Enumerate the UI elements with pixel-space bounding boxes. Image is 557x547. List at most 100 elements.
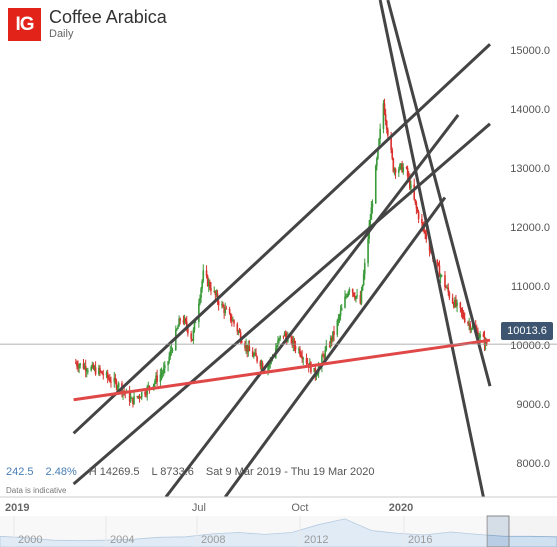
candle-up [198,303,200,323]
change-value: 242.5 [6,466,34,478]
candle-down [107,377,110,379]
candle-up [87,370,89,372]
candle-down [148,385,151,389]
candle-down [405,167,408,169]
candle-up [268,363,270,367]
candle-up [252,354,255,357]
candle-down [445,287,447,289]
plot-area [72,0,492,497]
candle-down [322,355,324,357]
candle-up [213,291,216,293]
candle-down [236,323,239,332]
candle-up [154,381,156,384]
candle-up [232,320,234,322]
candle-down [437,263,440,266]
candle-up [224,308,227,313]
candle-up [200,288,202,299]
candle-down [92,364,95,370]
candle-down [136,396,139,398]
candle-up [321,355,323,367]
candle-up [324,350,327,359]
candle-up [267,366,269,371]
candle-up [346,295,348,297]
candle-up [83,365,86,369]
candle-down [231,320,233,322]
candle-down [424,231,426,234]
candle-down [206,275,209,286]
candle-down [82,363,85,369]
y-tick-label: 12000.0 [510,222,550,234]
candle-up [260,362,263,367]
candle-up [113,377,116,383]
candle-down [459,302,462,308]
candle-up [90,367,92,371]
candle-down [255,352,257,357]
candle-down [77,366,79,369]
navigator-tick-label: 2016 [408,534,432,546]
navigator-tick-label: 2004 [110,534,134,546]
candle-up [98,367,100,375]
candle-down [246,344,249,352]
candle-down [387,129,389,136]
candle-down [282,335,285,337]
candle-up [369,219,372,226]
candle-up [316,373,319,376]
candle-up [478,337,480,339]
candle-up [379,128,381,139]
candle-up [247,346,250,352]
navigator-tick-label: 2012 [304,534,328,546]
candle-down [293,340,296,347]
candle-up [131,397,133,399]
candle-down [225,308,228,310]
ig-logo: IG [8,8,41,41]
candle-down [138,395,141,398]
candle-up [347,291,350,296]
candle-up [93,367,96,370]
y-tick-label: 10000.0 [510,340,550,352]
candle-down [101,371,103,375]
candle-up [484,339,487,346]
candle-up [361,284,364,291]
candle-up [329,337,332,346]
support-line [73,338,491,402]
candle-up [332,331,334,341]
candle-up [283,333,286,337]
candle-up [159,374,162,382]
candle-up [298,348,300,350]
candle-up [237,331,240,333]
candle-down [190,333,192,339]
y-tick-label: 11000.0 [511,281,550,293]
candle-down [359,295,362,304]
x-tick-label: 2020 [389,502,413,514]
candle-up [362,274,365,285]
candle-up [400,163,402,165]
change-percent: 2.48% [45,466,77,478]
candle-up [85,370,88,372]
candle-down [238,331,241,333]
candle-up [105,372,108,376]
low-value: L 8733.6 [151,466,194,478]
navigator-window[interactable] [486,515,510,547]
trendline [224,196,447,497]
candle-down [394,168,397,173]
candle-down [145,394,147,396]
candle-up [410,184,412,189]
candle-up [470,328,473,330]
candle-down [414,199,417,203]
candle-down [416,208,419,212]
candle-up [338,315,341,318]
candle-up [78,365,80,369]
interval-label: Daily [49,28,74,40]
candle-down [132,397,134,405]
candle-up [279,335,281,339]
candle-down [310,362,312,373]
candle-down [228,309,231,314]
candle-down [187,327,189,334]
candle-down [114,377,117,381]
x-tick-label: Jul [192,502,206,514]
candle-up [393,168,396,172]
candle-down [447,287,450,293]
candle-up [155,375,157,382]
candle-up [336,320,339,335]
